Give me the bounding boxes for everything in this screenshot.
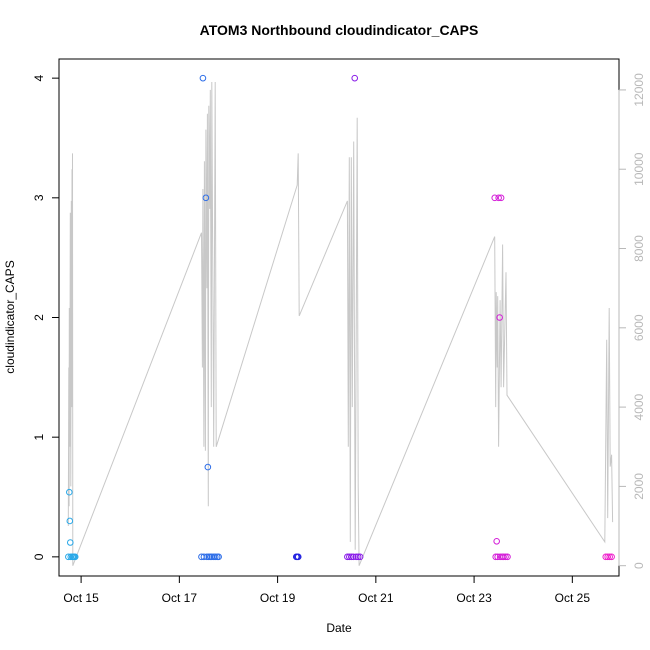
data-point-12 <box>202 194 210 202</box>
y2-tick-label-0: 0 <box>632 562 646 569</box>
data-point-2 <box>66 517 74 525</box>
data-point-8 <box>71 553 79 561</box>
data-point-27 <box>347 553 355 561</box>
data-point-26 <box>346 553 353 561</box>
y-tick-label-1: 1 <box>32 434 46 441</box>
line-series <box>67 81 614 566</box>
x-axis-label: Date <box>326 621 352 635</box>
x-tick-label-4: Oct 23 <box>456 591 492 605</box>
data-point-14 <box>204 463 212 471</box>
x-tick-label-3: Oct 21 <box>358 591 394 605</box>
data-point-30 <box>352 553 360 561</box>
data-point-21 <box>215 553 222 561</box>
data-point-48 <box>608 553 615 561</box>
data-point-32 <box>356 553 364 561</box>
data-point-42 <box>500 553 507 561</box>
x-axis: Oct 15 Oct 17 Oct 19 Oct 21 Oct 23 Oct 25 <box>63 575 591 605</box>
y-axis-label: cloudindicator_CAPS <box>3 260 17 373</box>
data-point-37 <box>495 194 502 202</box>
y2-tick-label-1: 2000 <box>632 473 646 500</box>
data-point-24 <box>294 553 302 561</box>
data-point-34 <box>492 553 500 561</box>
data-point-19 <box>211 553 219 561</box>
data-point-35 <box>493 537 500 545</box>
data-point-10 <box>199 74 207 82</box>
chart-title: ATOM3 Northbound cloudindicator_CAPS <box>200 22 479 38</box>
data-point-1 <box>66 488 73 496</box>
data-point-13 <box>203 553 211 561</box>
right-axis: 0 2000 4000 6000 8000 10000 12000 <box>618 73 646 569</box>
data-point-47 <box>606 553 613 561</box>
data-point-44 <box>504 553 511 561</box>
data-point-31 <box>354 553 362 561</box>
y2-tick-label-2: 4000 <box>632 393 646 420</box>
plot-frame <box>58 58 620 577</box>
y2-tick-label-5: 10000 <box>632 152 646 186</box>
y2-tick-label-4: 8000 <box>632 235 646 262</box>
data-point-28 <box>349 553 357 561</box>
data-point-43 <box>502 553 509 561</box>
data-point-33 <box>491 194 499 202</box>
data-point-11 <box>200 553 208 561</box>
x-tick-label-0: Oct 15 <box>63 591 99 605</box>
points-layer <box>65 74 615 561</box>
x-tick-label-5: Oct 25 <box>555 591 591 605</box>
y2-tick-label-3: 6000 <box>632 314 646 341</box>
y-tick-label-3: 3 <box>32 194 46 201</box>
data-point-40 <box>497 194 505 202</box>
data-point-46 <box>604 553 612 561</box>
x-tick-label-1: Oct 17 <box>162 591 198 605</box>
data-point-29 <box>351 74 359 82</box>
y-tick-label-2: 2 <box>32 314 46 321</box>
data-point-38 <box>496 314 503 321</box>
x-tick-label-2: Oct 19 <box>260 591 296 605</box>
line-path <box>67 81 614 566</box>
data-point-3 <box>66 539 74 546</box>
y-tick-label-0: 0 <box>32 553 46 560</box>
y-tick-label-4: 4 <box>32 74 46 81</box>
y-axis: 0 1 2 3 4 <box>32 74 60 560</box>
y2-tick-label-6: 12000 <box>632 73 646 107</box>
